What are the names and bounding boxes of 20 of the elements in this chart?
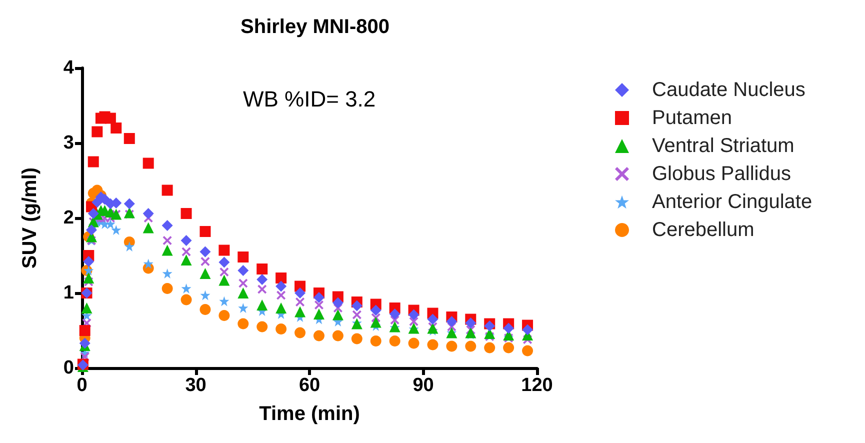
x-tick-label: 60 [298,375,320,396]
x-tick-label: 90 [412,375,434,396]
x-tick-label: 0 [76,375,88,396]
x-axis-title: Time (min) [259,403,360,425]
legend-label: Globus Pallidus [652,163,791,185]
y-tick-label: 2 [63,208,74,228]
annotation: WB %ID= 3.2 [243,86,376,112]
legend-label: Putamen [652,107,732,129]
chart-title: Shirley MNI-800 [240,16,390,38]
y-tick-label: 3 [63,132,74,154]
x-tick-label: 30 [185,375,206,396]
x-tick-label: 120 [521,375,553,396]
y-tick-label: 0 [63,358,74,378]
y-tick-label: 4 [63,58,74,78]
y-axis-title: SUV (g/ml) [19,167,41,269]
y-tick-label: 1 [63,282,74,304]
legend-label: Anterior Cingulate [652,191,812,213]
legend-label: Cerebellum [652,219,754,241]
legend-label: Caudate Nucleus [652,79,806,101]
legend-label: Ventral Striatum [652,135,794,157]
